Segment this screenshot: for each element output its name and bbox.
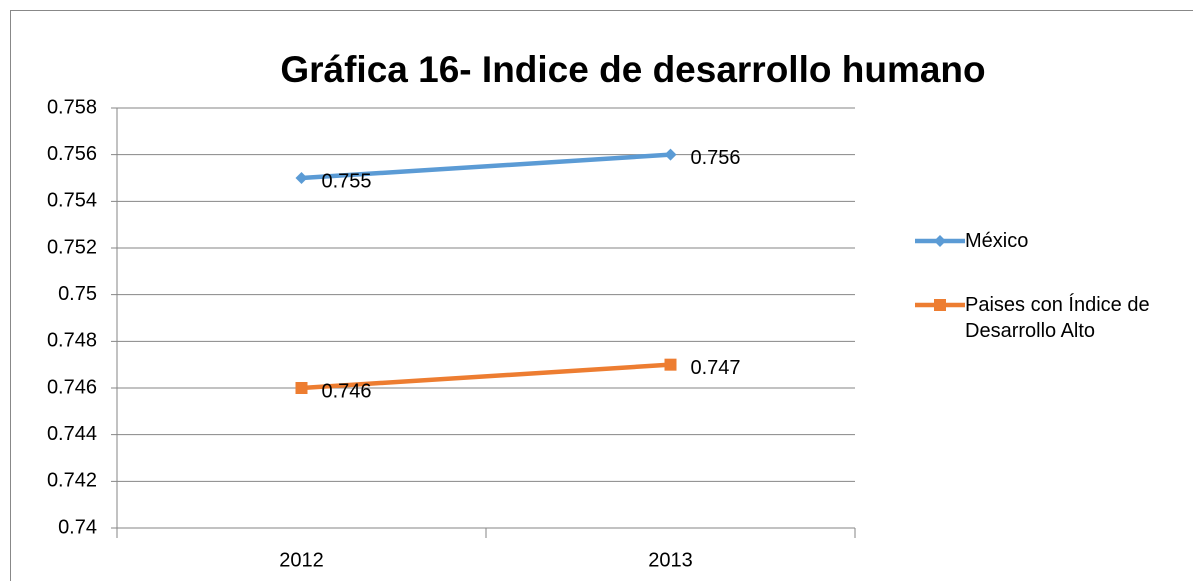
x-tick-label: 2012 [279,549,324,571]
y-tick-label: 0.748 [47,330,97,352]
data-label: 0.755 [322,170,372,192]
y-tick-label: 0.756 [47,143,97,165]
chart-title: Gráfica 16- Indice de desarrollo humano [280,49,985,90]
legend-entry: Paises con Índice de Desarrollo Alto [915,292,1185,344]
data-label: 0.756 [691,147,741,169]
legend-label: México [965,230,1029,252]
marker [295,382,308,394]
legend-entry: México [915,228,1185,254]
marker [295,172,308,184]
y-tick-label: 0.742 [47,470,97,492]
y-tick-label: 0.752 [47,236,97,258]
series-line [301,362,671,391]
marker [664,358,677,371]
x-tick-label: 2013 [648,549,693,571]
data-label: 0.747 [691,357,741,379]
y-tick-label: 0.74 [58,516,97,538]
marker [934,235,946,247]
y-tick-label: 0.75 [58,283,97,305]
marker [934,299,946,311]
chart-border [10,10,1193,581]
marker [664,148,677,161]
legend-icon [915,299,965,311]
y-tick-label: 0.744 [47,423,97,445]
y-tick-label: 0.758 [47,96,97,118]
legend-label: Paises con Índice de Desarrollo Alto [965,294,1150,342]
y-tick-label: 0.754 [47,190,97,212]
legend-icon [915,235,965,247]
series-line [301,152,671,181]
data-label: 0.746 [322,380,372,402]
y-tick-label: 0.746 [47,376,97,398]
legend: México Paises con Índice de Desarrollo Al… [915,228,1185,382]
